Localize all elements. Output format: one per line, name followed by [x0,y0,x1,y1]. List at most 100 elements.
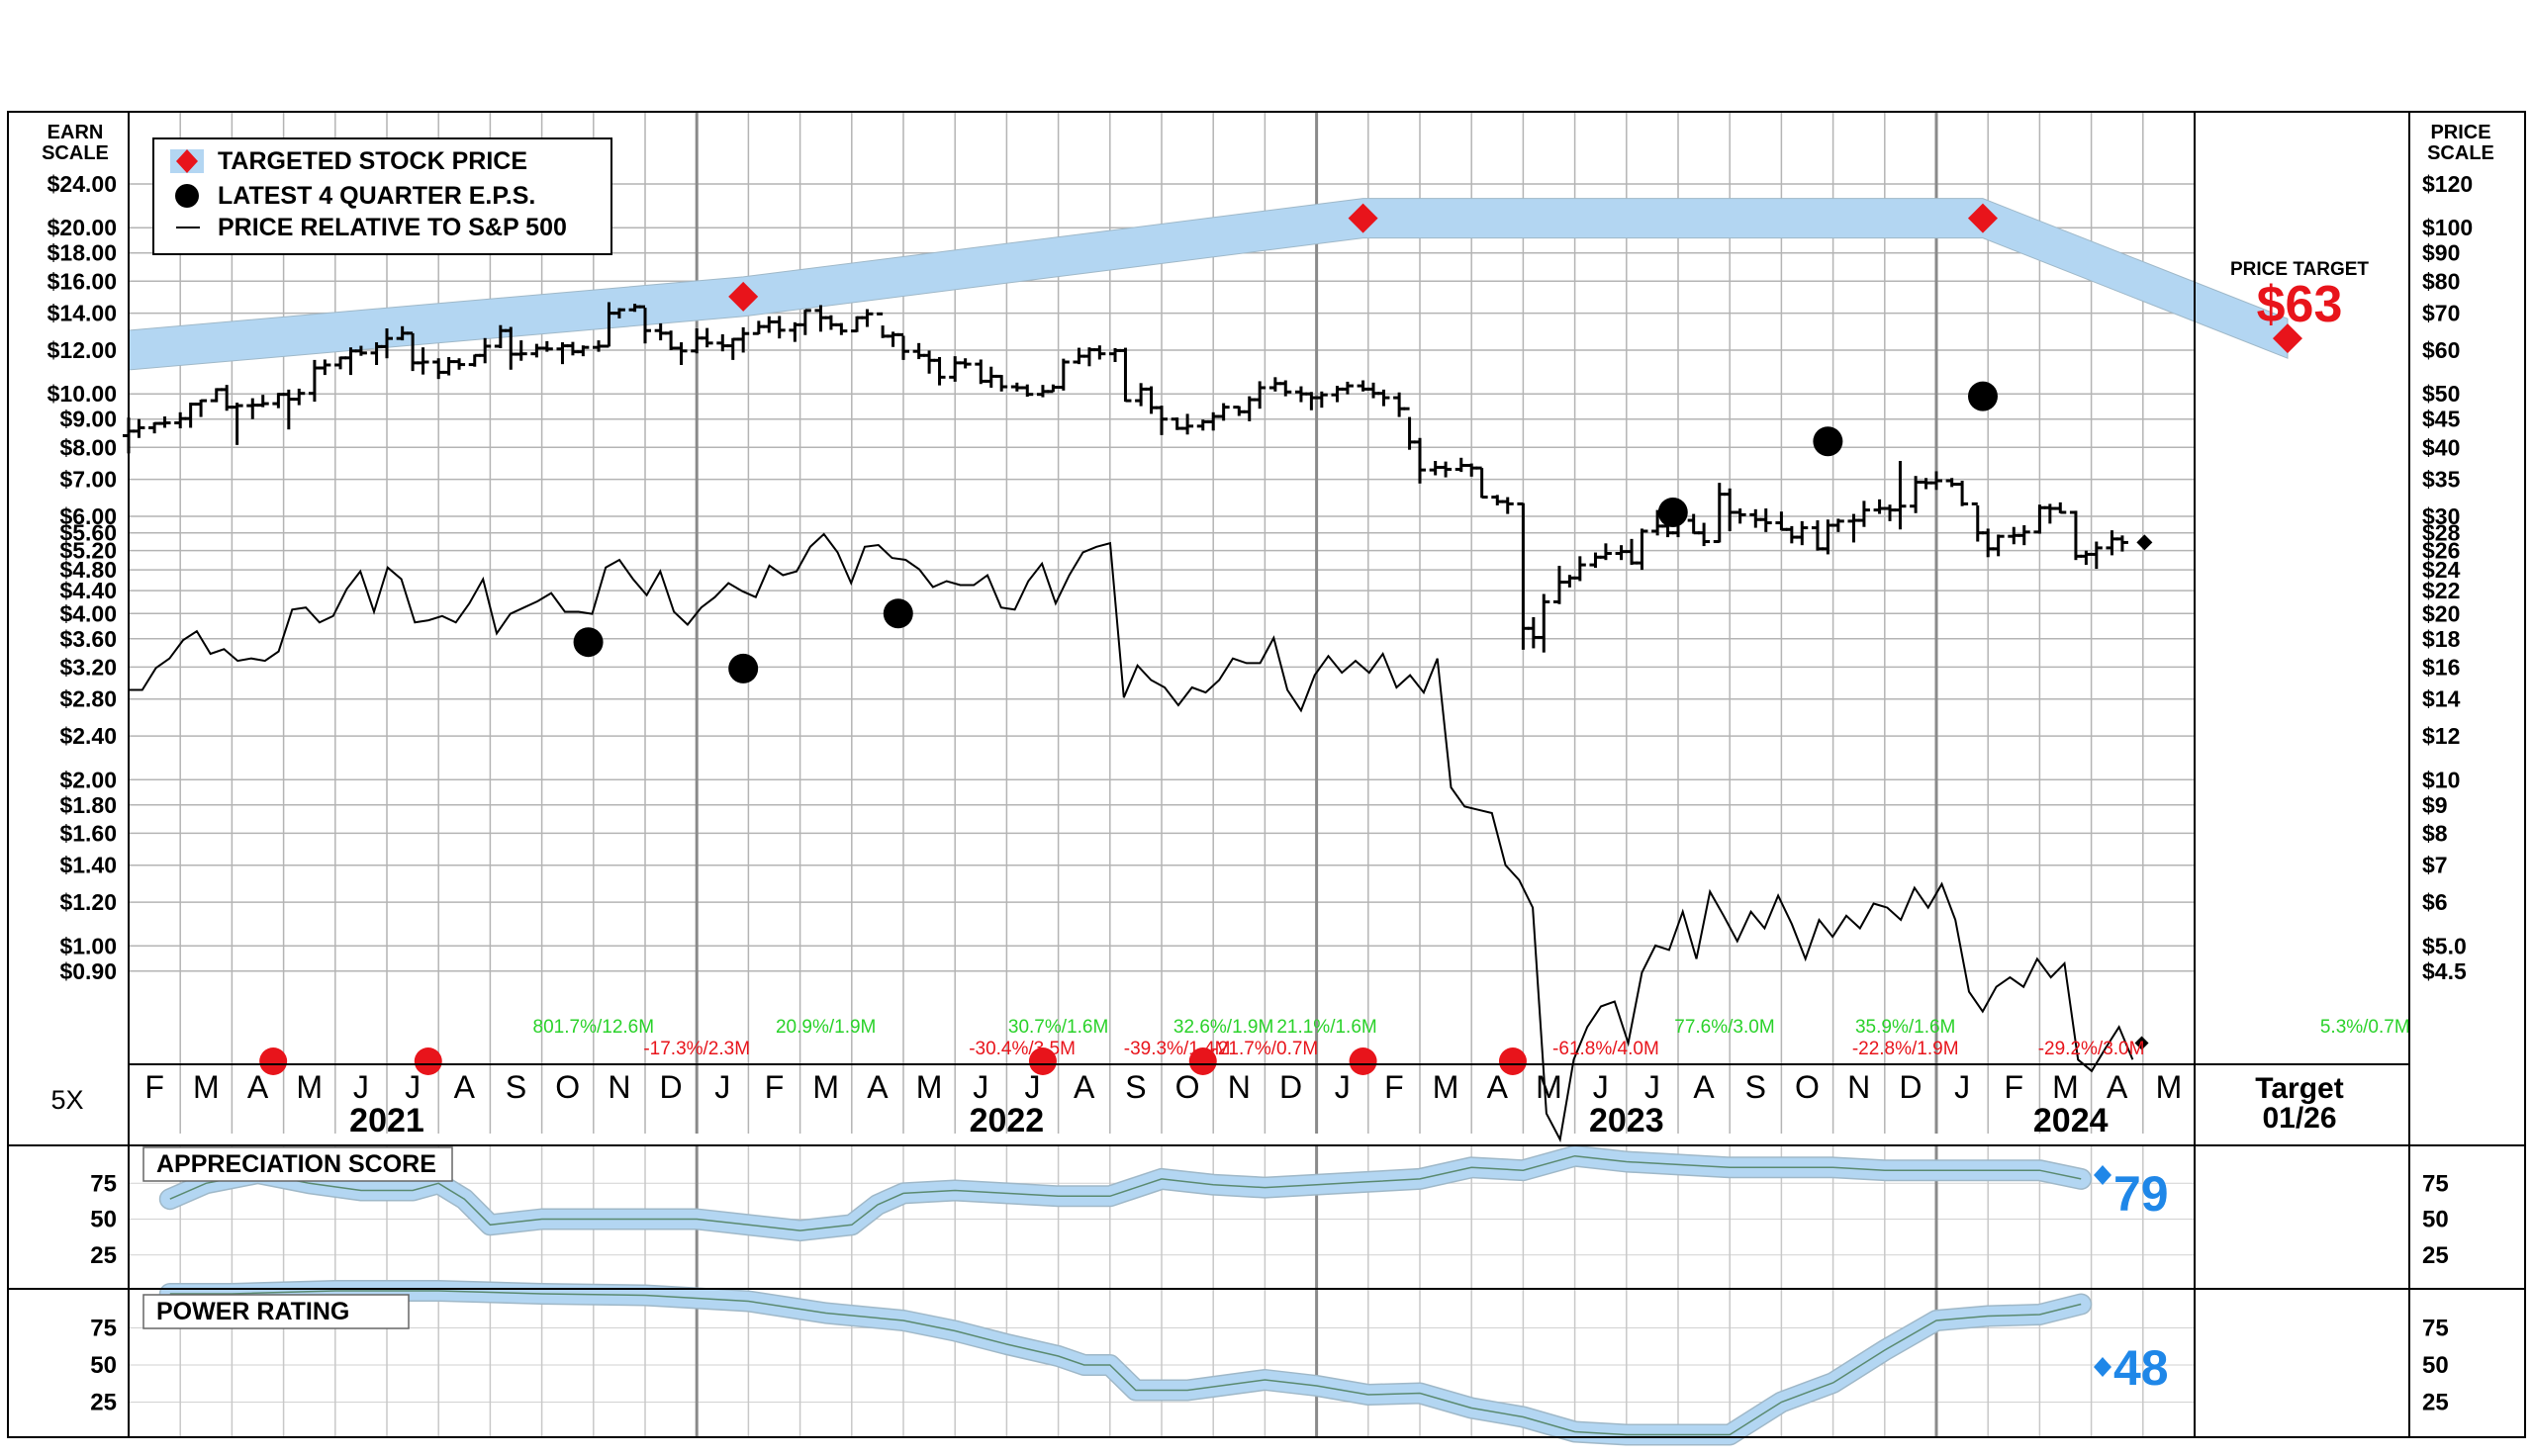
earn-tick-label: $2.40 [59,723,117,749]
price-bar [1992,534,2005,557]
price-bar [1796,520,1809,546]
axes: $24.00 $20.00$18.00$16.00 $14.00 $12.00 $10.… [47,171,2474,1139]
price-bar [1196,419,1209,431]
appreciation-label-box [142,1146,453,1182]
price-tick-label: $70 [2422,301,2460,326]
earn-tick-label: $24.00 [47,171,117,197]
volume-change-label: -29.2%/3.0M [2038,1039,2145,1059]
earn-tick-label: $10.00 [47,381,117,407]
price-bar [1207,411,1220,431]
price-bar [1698,522,1711,547]
month-label: M [296,1069,323,1105]
price-bar [1341,381,1354,395]
score-panels: 75 75 50 50 25 25 75 75 50 50 25 25 [90,1144,2449,1446]
score-line [169,1290,2082,1436]
price-bar [798,309,811,335]
eps-point [728,653,759,683]
price-bar [2033,504,2046,534]
volume-change-label: -22.8%/1.9M [1852,1039,1959,1059]
month-label: S [1745,1069,1766,1105]
price-tick-label: $10 [2422,767,2460,792]
targeted-price-point [1967,203,1998,233]
price-bar [1734,508,1746,524]
price-bar [1403,407,1416,450]
targeted-price-point [1348,203,1378,233]
earn-tick-label: $1.00 [59,933,117,958]
earn-tick-label: $1.60 [59,820,117,846]
earn-tick-label: $0.90 [59,958,117,984]
price-bar [1759,508,1772,532]
price-bar [1057,358,1070,391]
price-bar [1243,396,1256,421]
price-bar [675,342,688,365]
price-bar [556,342,569,365]
price-bar [282,389,295,430]
month-label: F [2005,1069,2024,1105]
grid-lines [128,112,2196,1134]
price-bar [995,374,1008,392]
price-tick-label: $7 [2422,853,2448,878]
panel-tick-right: 75 [2422,1316,2449,1342]
price-bar [1599,543,1612,561]
panel-tick-left: 75 [90,1170,117,1197]
price-bar [789,321,801,342]
price-target-value: $63 [2257,276,2343,333]
earn-tick-label: $18.00 [47,240,117,266]
power-label: POWER RATING [156,1298,349,1325]
price-bar [824,315,837,330]
earnings-date-dot [1188,1047,1217,1075]
earn-scale-label-1: EARN [47,122,104,143]
price-bar [1884,504,1897,521]
price-tick-label: $24 [2422,557,2461,583]
month-label: A [454,1069,476,1105]
eps-point [883,598,913,629]
volume-change-label: -30.4%/3.5M [969,1039,1076,1059]
month-label: J [1335,1069,1351,1105]
year-label: 2023 [1589,1102,1664,1139]
earnings-date-dot [1498,1047,1527,1075]
price-bar [442,356,455,376]
price-tick-label: $14 [2422,686,2461,712]
appreciation-current-value: 79 [2113,1166,2169,1222]
outer-frame [7,111,2526,1438]
price-bar [1367,382,1380,399]
price-bar [1145,386,1158,414]
price-bar [654,322,667,341]
price-bar [1971,501,1984,542]
month-label: M [2156,1069,2183,1105]
price-bar [1036,385,1049,398]
price-tick-label: $60 [2422,337,2460,363]
price-bar [1811,520,1824,551]
month-label: J [1954,1069,1970,1105]
earn-tick-label: $14.00 [47,301,117,326]
price-bar [701,327,713,348]
month-label: N [1228,1069,1251,1105]
panel-tick-left: 50 [90,1352,117,1379]
price-bar [158,416,171,428]
price-bar [612,308,625,318]
month-label: D [1899,1069,1922,1105]
price-bar [1573,556,1586,582]
earn-tick-label: $1.40 [59,853,117,878]
targeted-price-point [728,281,759,312]
panel-tick-left: 75 [90,1316,117,1342]
month-label: A [1074,1069,1095,1105]
month-label: J [714,1069,730,1105]
earn-scale-label-2: SCALE [42,142,109,164]
score-line [169,1154,2082,1231]
month-label: A [867,1069,889,1105]
relative-line [129,532,2134,1143]
price-bar [773,316,786,339]
price-bar [1279,380,1292,397]
eps-points [573,381,1998,683]
month-label: F [1384,1069,1404,1105]
price-bar [1156,406,1168,435]
price-bar [319,359,331,376]
price-bar [1429,460,1442,476]
legend-eps-icon [175,184,199,208]
panel-tick-right: 50 [2422,1207,2449,1233]
price-bar [1021,384,1034,398]
price-bar [959,358,972,369]
earn-tick-label: $4.80 [59,557,117,583]
